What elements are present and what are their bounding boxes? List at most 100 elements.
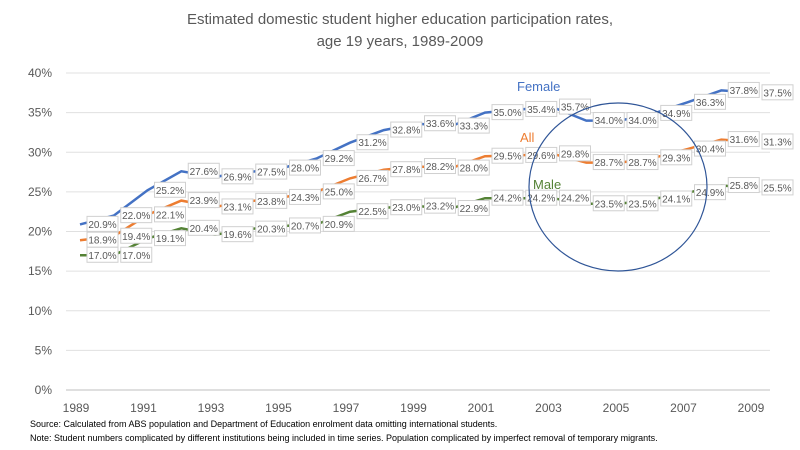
data-label: 22.9% bbox=[460, 204, 488, 215]
data-label-box bbox=[390, 121, 423, 138]
data-label: 17.0% bbox=[122, 251, 150, 262]
data-label: 26.7% bbox=[358, 174, 386, 185]
data-label-box bbox=[761, 133, 794, 150]
data-label-box bbox=[457, 200, 490, 217]
data-label: 37.5% bbox=[763, 88, 791, 99]
data-label: 18.9% bbox=[88, 236, 116, 247]
data-label: 25.8% bbox=[730, 181, 758, 192]
data-label-box bbox=[322, 183, 355, 200]
data-label-box bbox=[660, 190, 693, 207]
data-label: 20.4% bbox=[190, 224, 218, 235]
data-label-box bbox=[356, 203, 389, 220]
y-tick-label: 5% bbox=[35, 343, 53, 357]
data-label-box bbox=[727, 81, 760, 98]
data-label: 33.6% bbox=[426, 119, 454, 130]
y-tick-label: 35% bbox=[28, 106, 52, 120]
data-label: 25.5% bbox=[763, 183, 791, 194]
data-label: 22.0% bbox=[122, 211, 150, 222]
data-label: 36.3% bbox=[696, 98, 724, 109]
x-tick-label: 2003 bbox=[535, 401, 562, 415]
data-label: 24.2% bbox=[561, 194, 589, 205]
data-label-box bbox=[592, 154, 625, 171]
data-label: 26.9% bbox=[223, 172, 251, 183]
y-tick-label: 10% bbox=[28, 304, 52, 318]
data-label: 24.2% bbox=[527, 194, 555, 205]
data-label-box bbox=[525, 189, 558, 206]
data-label-box bbox=[255, 163, 288, 180]
data-label: 35.0% bbox=[493, 108, 521, 119]
data-label: 25.0% bbox=[325, 187, 353, 198]
data-label-box bbox=[390, 161, 423, 178]
data-label: 24.3% bbox=[291, 193, 319, 204]
data-label-box bbox=[694, 140, 726, 157]
data-label: 23.9% bbox=[190, 196, 218, 207]
data-label: 28.7% bbox=[628, 158, 656, 169]
data-label-box bbox=[491, 189, 524, 206]
data-label-box bbox=[255, 220, 288, 237]
data-label: 29.8% bbox=[561, 149, 589, 160]
data-label-box bbox=[187, 192, 220, 209]
x-tick-label: 1997 bbox=[333, 401, 360, 415]
series-name-label: Female bbox=[517, 79, 560, 94]
data-label: 27.5% bbox=[257, 168, 285, 179]
data-label: 23.2% bbox=[426, 202, 454, 213]
y-tick-label: 30% bbox=[28, 145, 52, 159]
chart-title: Estimated domestic student higher educat… bbox=[187, 11, 613, 28]
data-label: 35.4% bbox=[527, 105, 555, 116]
data-label-box bbox=[457, 117, 490, 134]
y-tick-label: 40% bbox=[28, 66, 52, 80]
data-label: 22.5% bbox=[358, 207, 386, 218]
data-label: 24.1% bbox=[662, 195, 690, 206]
data-label-box bbox=[120, 227, 153, 244]
data-label-box bbox=[289, 159, 321, 176]
data-label-box bbox=[424, 158, 456, 175]
data-label: 27.8% bbox=[392, 165, 420, 176]
y-tick-label: 0% bbox=[35, 383, 53, 397]
data-label-box bbox=[559, 189, 591, 206]
data-label-box bbox=[154, 181, 186, 198]
data-label-box bbox=[727, 131, 760, 148]
data-label: 17.0% bbox=[88, 251, 116, 262]
data-label-box bbox=[525, 146, 558, 163]
data-label: 24.2% bbox=[493, 194, 521, 205]
data-label-box bbox=[694, 184, 726, 201]
x-tick-label: 1991 bbox=[130, 401, 157, 415]
data-label: 20.7% bbox=[291, 221, 319, 232]
data-label-box bbox=[322, 215, 355, 232]
data-label-box bbox=[289, 217, 321, 234]
data-label: 20.3% bbox=[257, 225, 285, 236]
data-label: 23.5% bbox=[595, 199, 623, 210]
data-label-box bbox=[727, 177, 760, 194]
chart-subtitle: age 19 years, 1989-2009 bbox=[317, 33, 484, 50]
data-label: 23.0% bbox=[392, 203, 420, 214]
x-tick-label: 1999 bbox=[400, 401, 427, 415]
data-label-box bbox=[424, 197, 456, 214]
x-tick-label: 2007 bbox=[670, 401, 697, 415]
data-label-box bbox=[120, 207, 153, 224]
data-label: 32.8% bbox=[392, 126, 420, 137]
data-label-box bbox=[221, 198, 254, 215]
data-label: 35.7% bbox=[561, 103, 589, 114]
series-name-label: Male bbox=[533, 177, 561, 192]
data-label-box bbox=[592, 195, 625, 212]
y-tick-label: 15% bbox=[28, 264, 52, 278]
data-label: 20.9% bbox=[325, 220, 353, 231]
data-label: 31.2% bbox=[358, 138, 386, 149]
data-label: 28.0% bbox=[291, 164, 319, 175]
data-label-box bbox=[592, 112, 625, 129]
x-tick-label: 1989 bbox=[63, 401, 90, 415]
data-label: 31.6% bbox=[730, 135, 758, 146]
data-label: 24.9% bbox=[696, 188, 724, 199]
y-tick-label: 25% bbox=[28, 185, 52, 199]
highlight-circle bbox=[528, 102, 708, 272]
data-label: 28.2% bbox=[426, 162, 454, 173]
data-label-box bbox=[221, 226, 254, 243]
x-tick-label: 2001 bbox=[468, 401, 495, 415]
data-label-box bbox=[694, 93, 726, 110]
data-label-box bbox=[457, 159, 490, 176]
data-label-box bbox=[559, 145, 591, 162]
data-label-box bbox=[390, 199, 423, 216]
data-label: 31.3% bbox=[763, 137, 791, 148]
data-label: 25.2% bbox=[156, 186, 184, 197]
data-label-box bbox=[289, 188, 321, 205]
